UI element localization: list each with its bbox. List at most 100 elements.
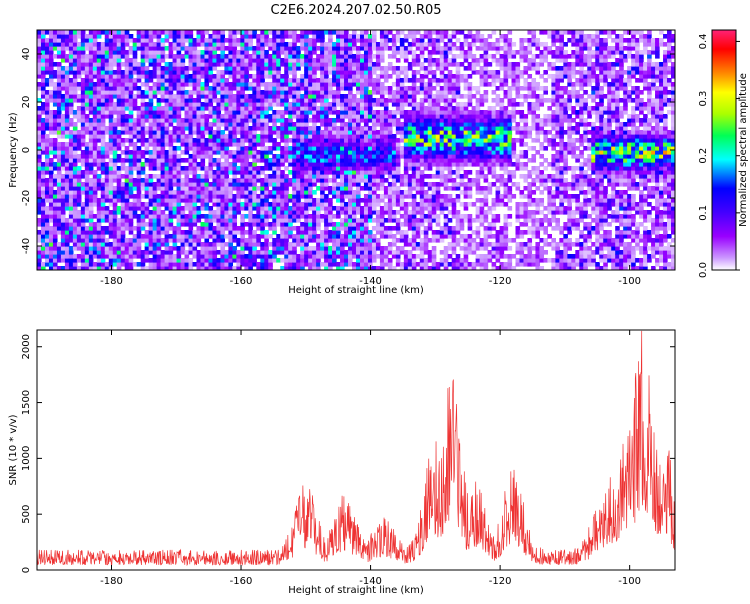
- heatmap-cell: [324, 78, 329, 83]
- heatmap-cell: [172, 178, 178, 183]
- heatmap-cell: [156, 150, 162, 155]
- heatmap-cell: [176, 222, 182, 227]
- heatmap-cell: [204, 126, 210, 131]
- heatmap-cell: [116, 190, 122, 195]
- heatmap-cell: [248, 246, 253, 251]
- heatmap-cell: [292, 162, 297, 167]
- heatmap-cell: [248, 138, 253, 143]
- heatmap-cell: [256, 98, 261, 103]
- heatmap-cell: [144, 266, 150, 270]
- heatmap-cell: [383, 246, 389, 251]
- heatmap-cell: [64, 78, 70, 83]
- heatmap-cell: [320, 194, 325, 199]
- heatmap-cell: [316, 242, 321, 247]
- heatmap-cell: [120, 210, 126, 215]
- heatmap-cell: [292, 30, 297, 35]
- heatmap-cell: [252, 166, 257, 171]
- heatmap-cell: [100, 114, 106, 119]
- heatmap-cell: [212, 262, 218, 267]
- heatmap-cell: [359, 242, 365, 247]
- heatmap-cell: [256, 54, 261, 59]
- heatmap-cell: [383, 142, 389, 147]
- heatmap-cell: [352, 78, 357, 83]
- heatmap-cell: [256, 78, 261, 83]
- heatmap-cell: [284, 234, 289, 239]
- heatmap-cell: [403, 34, 409, 39]
- heatmap-cell: [316, 254, 321, 259]
- heatmap-cell: [316, 126, 321, 131]
- heatmap-cell: [64, 58, 70, 63]
- heatmap-cell: [244, 182, 249, 187]
- heatmap-cell: [224, 138, 229, 143]
- heatmap-cell: [136, 66, 142, 71]
- heatmap-cell: [104, 206, 110, 211]
- heatmap-cell: [100, 162, 106, 167]
- heatmap-cell: [176, 42, 182, 47]
- heatmap-cell: [152, 46, 158, 51]
- heatmap-cell: [124, 170, 130, 175]
- heatmap-cell: [160, 202, 166, 207]
- heatmap-cell: [340, 206, 345, 211]
- heatmap-cell: [304, 102, 309, 107]
- heatmap-cell: [236, 250, 241, 255]
- heatmap-cell: [367, 190, 373, 195]
- heatmap-cell: [204, 242, 210, 247]
- heatmap-cell: [224, 102, 229, 107]
- heatmap-cell: [196, 162, 202, 167]
- heatmap-cell: [200, 182, 206, 187]
- heatmap-cell: [204, 46, 210, 51]
- heatmap-cell: [300, 134, 305, 139]
- heatmap-cell: [132, 262, 138, 267]
- heatmap-cell: [252, 142, 257, 147]
- heatmap-cell: [68, 34, 74, 39]
- heatmap-cell: [52, 258, 58, 263]
- heatmap-cell: [332, 154, 337, 159]
- heatmap-cell: [336, 94, 341, 99]
- heatmap-cell: [328, 90, 333, 95]
- heatmap-cell: [220, 198, 226, 203]
- heatmap-cell: [240, 190, 245, 195]
- heatmap-cell: [304, 30, 309, 35]
- heatmap-cell: [232, 50, 237, 55]
- heatmap-cell: [204, 62, 210, 67]
- heatmap-cell: [92, 70, 98, 75]
- heatmap-cell: [316, 222, 321, 227]
- heatmap-cell: [244, 66, 249, 71]
- heatmap-cell: [40, 62, 46, 67]
- heatmap-cell: [276, 110, 281, 115]
- heatmap-cell: [260, 94, 265, 99]
- heatmap-cell: [108, 186, 114, 191]
- heatmap-cell: [236, 142, 241, 147]
- heatmap-cell: [160, 98, 166, 103]
- heatmap-cell: [268, 138, 273, 143]
- heatmap-cell: [292, 246, 297, 251]
- heatmap-cell: [196, 138, 202, 143]
- heatmap-cell: [359, 94, 365, 99]
- heatmap-cell: [320, 206, 325, 211]
- heatmap-cell: [144, 258, 150, 263]
- heatmap-cell: [304, 98, 309, 103]
- heatmap-cell: [168, 82, 174, 87]
- heatmap-cell: [220, 254, 226, 259]
- heatmap-cell: [403, 202, 409, 207]
- heatmap-cell: [272, 178, 277, 183]
- heatmap-cell: [232, 58, 237, 63]
- heatmap-cell: [156, 258, 162, 263]
- heatmap-cell: [88, 90, 94, 95]
- heatmap-cell: [312, 138, 317, 143]
- heatmap-cell: [248, 102, 253, 107]
- heatmap-cell: [156, 262, 162, 267]
- heatmap-cell: [152, 262, 158, 267]
- heatmap-cell: [212, 162, 218, 167]
- heatmap-cell: [328, 30, 333, 35]
- heatmap-cell: [236, 66, 241, 71]
- heatmap-cell: [359, 62, 365, 67]
- heatmap-cell: [308, 146, 313, 151]
- heatmap-cell: [52, 110, 58, 115]
- heatmap-cell: [168, 206, 174, 211]
- heatmap-cell: [328, 94, 333, 99]
- heatmap-cell: [248, 262, 253, 267]
- heatmap-cell: [324, 246, 329, 251]
- heatmap-cell: [96, 138, 102, 143]
- heatmap-cell: [363, 134, 369, 139]
